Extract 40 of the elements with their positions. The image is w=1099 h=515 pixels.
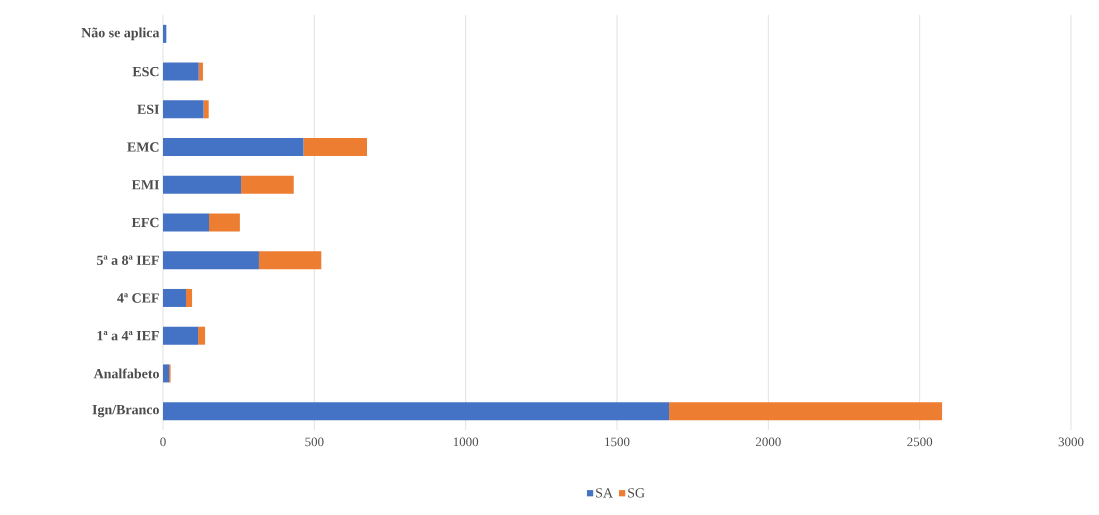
y-tick-label: EMI [131,180,160,190]
bar [163,402,670,421]
x-tick-label: 3000 [1058,437,1084,447]
bar [669,402,943,421]
x-tick-label: 1500 [605,437,630,447]
bar [163,288,186,307]
bar [163,251,259,270]
y-tick-label: EMC [127,142,159,152]
x-tick-label: 0 [160,437,166,447]
y-tick-label: 1ª a 4ª IEF [97,330,159,341]
bar [203,100,209,119]
bar [163,24,167,43]
y-tick-label: Analfabeto [93,368,159,379]
y-tick-label: 5ª a 8ª IEF [97,255,159,265]
x-tick-label: 2500 [907,437,933,447]
y-tick-label: Não se aplica [81,27,160,41]
bar [241,175,294,194]
y-tick-label: ESI [137,104,159,115]
bar [303,138,367,157]
bar [163,138,304,157]
bar [163,100,204,119]
bar [163,326,199,345]
bar [258,251,322,270]
y-tick-label: 4ª CEF [117,293,159,303]
x-tick-label: 2000 [755,437,781,447]
x-tick-label: 1000 [453,437,479,447]
bar [163,62,199,81]
bar [163,213,210,232]
x-tick-label: 500 [305,437,324,447]
y-tick-label: EFC [131,217,159,228]
legend-label: SA [596,488,613,498]
legend-label: SG [628,488,645,498]
bar [209,213,240,232]
y-tick-label: ESC [132,66,159,77]
y-tick-label: Ign/Branco [92,405,159,418]
bar [163,175,242,194]
bar [163,364,170,383]
bar [198,326,206,345]
bar [186,288,193,307]
bar [198,62,203,81]
